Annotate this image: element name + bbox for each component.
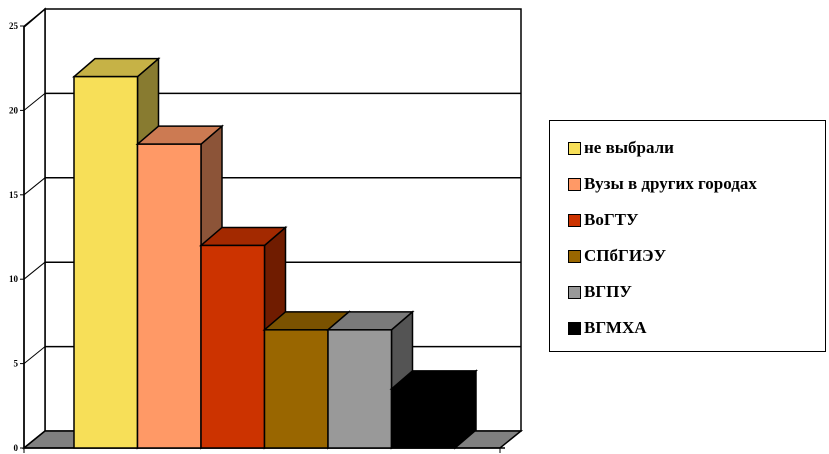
y-tick-label: 25 <box>9 21 19 31</box>
bar-front <box>327 329 393 449</box>
legend-item: ВГПУ <box>568 282 632 302</box>
legend-swatch <box>568 321 581 335</box>
legend-item: Вузы в других городах <box>568 174 757 194</box>
y-tick-label: 15 <box>9 190 19 200</box>
side-gridline <box>23 346 46 364</box>
legend-label: Вузы в других городах <box>584 174 757 193</box>
side-gridline <box>23 261 46 280</box>
legend-swatch <box>568 285 581 299</box>
y-tick-label: 5 <box>14 359 19 369</box>
legend-swatch <box>568 249 581 263</box>
legend-label: не выбрали <box>584 138 674 157</box>
legend-item: ВГМХА <box>568 318 647 338</box>
legend-swatch <box>568 213 581 227</box>
legend-swatch <box>568 141 581 155</box>
legend-label: ВГМХА <box>584 318 647 337</box>
bar <box>135 124 225 450</box>
bar-front <box>390 388 456 449</box>
side-gridline <box>23 93 46 111</box>
side-gridline <box>23 177 46 196</box>
legend-item: не выбрали <box>568 138 674 158</box>
bar-front <box>136 143 202 449</box>
legend-label: СПбГИЭУ <box>584 246 667 265</box>
side-wall <box>23 7 46 450</box>
legend-label: ВГПУ <box>584 282 632 301</box>
legend-swatch <box>568 177 581 191</box>
y-tick-label: 20 <box>9 105 19 115</box>
legend-item: ВоГТУ <box>568 210 638 230</box>
legend-item: СПбГИЭУ <box>568 246 666 266</box>
legend-label: ВоГТУ <box>584 210 639 229</box>
bar-front <box>200 244 266 449</box>
bar-front <box>73 75 139 449</box>
legend: не выбрали Вузы в других городах ВоГТУ С… <box>549 120 826 352</box>
y-axis: 0 5 10 15 20 25 <box>9 21 25 453</box>
bars <box>71 57 479 450</box>
y-tick-label: 10 <box>9 274 19 284</box>
side-gridline <box>23 8 46 27</box>
bar <box>389 369 479 450</box>
y-tick-label: 0 <box>14 443 19 453</box>
bar-front <box>263 329 329 449</box>
